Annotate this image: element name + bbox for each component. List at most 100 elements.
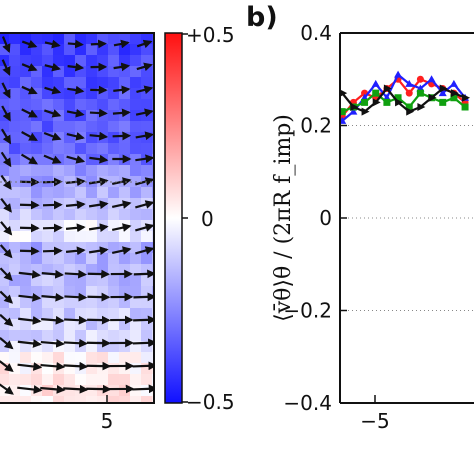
heatmap-cell (42, 55, 54, 67)
heatmap-cell (86, 275, 98, 287)
heatmap-cell (86, 154, 98, 166)
heatmap-cell (64, 121, 76, 133)
heatmap-cell (108, 187, 120, 199)
heatmap-cell (53, 253, 65, 265)
heatmap-cell (0, 264, 10, 276)
vector-arrow (135, 131, 154, 141)
heatmap-cell (42, 154, 54, 166)
heatmap-cell (86, 286, 98, 298)
heatmap-cell (31, 253, 43, 265)
heatmap-cell (42, 264, 54, 276)
heatmap-cell (53, 209, 65, 221)
heatmap-cell (141, 121, 153, 133)
heatmap-cell (130, 264, 142, 276)
heatmap-cell (42, 275, 54, 287)
heatmap-cell (20, 209, 32, 221)
heatmap-cell (86, 220, 98, 232)
heatmap-cell (97, 55, 109, 67)
heatmap-cell (130, 275, 142, 287)
heatmap-cell (141, 308, 153, 320)
vector-arrow (17, 339, 42, 348)
heatmap-cell (97, 33, 109, 45)
vector-arrow (43, 109, 62, 118)
heatmap-cell (75, 220, 87, 232)
heatmap-cell (97, 374, 109, 386)
vector-arrow (1, 105, 11, 122)
heatmap-cell (86, 209, 98, 221)
vector-field-arrows (0, 36, 154, 395)
heatmap-cell (119, 341, 131, 353)
series-point-green (405, 103, 413, 111)
vector-arrow (64, 315, 88, 325)
heatmap-cell (53, 319, 65, 331)
heatmap-cell (141, 396, 153, 403)
heatmap-cell (20, 341, 32, 353)
heatmap-cell (86, 66, 98, 78)
heatmap-cell (9, 187, 21, 199)
vector-arrow (88, 246, 109, 256)
heatmap-panel: 5 (0, 32, 155, 433)
heatmap-cell (31, 44, 43, 56)
vector-arrow (21, 85, 38, 95)
heatmap-cell (20, 55, 32, 67)
heatmap-cell (9, 154, 21, 166)
heatmap-cell (0, 143, 10, 155)
vector-arrow (21, 63, 38, 72)
heatmap-cell (141, 330, 153, 342)
heatmap-cell (53, 231, 65, 243)
vector-arrow (0, 128, 12, 145)
heatmap-cell (108, 110, 120, 122)
vector-arrow (67, 62, 85, 72)
heatmap-cell (64, 385, 76, 397)
heatmap-cell (42, 132, 54, 144)
heatmap-cell (119, 187, 131, 199)
vector-arrow (86, 361, 112, 371)
series-point-blue (340, 116, 347, 124)
heatmap-cell (9, 66, 21, 78)
vector-arrow (0, 360, 14, 372)
heatmap-cell (64, 88, 76, 100)
vector-arrow (113, 62, 131, 72)
vector-arrow (112, 108, 131, 118)
heatmap-cell (64, 154, 76, 166)
heatmap-cell (9, 330, 21, 342)
heatmap-cell (20, 363, 32, 375)
heatmap-cell (130, 187, 142, 199)
heatmap-cell (97, 352, 109, 364)
vector-arrow (41, 269, 64, 279)
heatmap-cell (75, 165, 87, 177)
heatmap-cell (119, 132, 131, 144)
heatmap-cell (42, 143, 54, 155)
heatmap-cell (130, 341, 142, 353)
heatmap-cell (119, 319, 131, 331)
heatmap-cell (108, 286, 120, 298)
heatmap-cell (141, 55, 153, 67)
heatmap-cell (53, 121, 65, 133)
heatmap-cell (130, 385, 142, 397)
series-point-black (428, 93, 437, 102)
heatmap-cell (0, 209, 10, 221)
heatmap-cell (42, 341, 54, 353)
heatmap-cell (86, 319, 98, 331)
heatmap-cell (42, 242, 54, 254)
heatmap-cell (108, 396, 120, 403)
series-point-green (416, 89, 424, 97)
heatmap-cell (64, 77, 76, 89)
vector-arrow (112, 131, 132, 141)
heatmap-cell (86, 187, 98, 199)
heatmap-cell (75, 110, 87, 122)
heatmap-cell (119, 352, 131, 364)
heatmap-cell (108, 143, 120, 155)
vector-arrow (64, 292, 88, 302)
heatmap-cell (86, 385, 98, 397)
heatmap-cell (20, 187, 32, 199)
heatmap-cell (0, 330, 10, 342)
heatmap-cell (53, 264, 65, 276)
heatmap-cell (97, 330, 109, 342)
heatmap-cell (75, 121, 87, 133)
heatmap-cell (75, 330, 87, 342)
heatmap-cell (108, 55, 120, 67)
series-point-blue (438, 89, 447, 97)
series-point-red (405, 89, 413, 97)
heatmap-cell (108, 99, 120, 111)
